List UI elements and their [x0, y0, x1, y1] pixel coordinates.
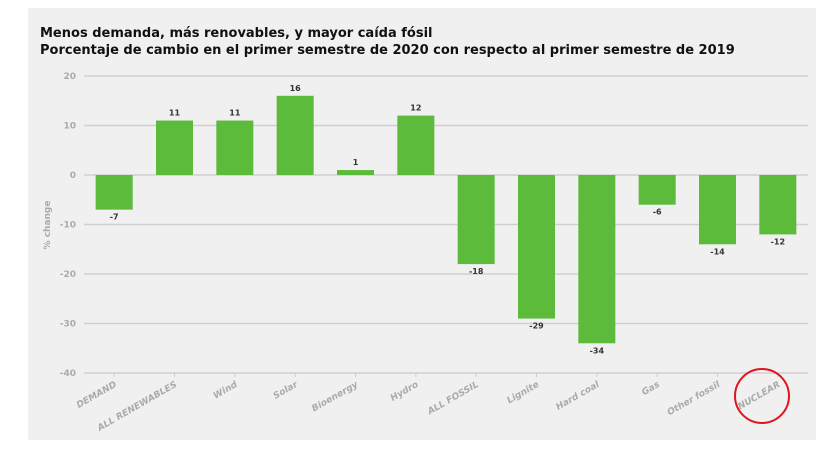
y-tick-label: 20	[63, 72, 76, 82]
bar	[457, 175, 495, 265]
y-tick-label: -40	[60, 369, 76, 379]
data-label: 11	[169, 109, 181, 118]
data-label: 16	[290, 84, 302, 93]
y-tick-label: -30	[60, 320, 76, 330]
data-label: -12	[771, 237, 785, 246]
data-label: 1	[353, 158, 359, 167]
y-tick-label: -10	[60, 221, 76, 231]
chart-title: Menos demanda, más renovables, y mayor c…	[40, 26, 433, 41]
bar	[518, 175, 555, 319]
chart-subtitle: Porcentaje de cambio en el primer semest…	[40, 43, 735, 58]
bar	[337, 170, 374, 175]
bar	[578, 175, 616, 344]
data-label: -6	[653, 208, 662, 217]
y-axis-label: % change	[43, 201, 53, 250]
y-tick-label: -20	[60, 270, 76, 280]
bar	[397, 115, 435, 175]
y-tick-label: 10	[63, 122, 76, 132]
data-label: 11	[229, 109, 241, 118]
data-label: -34	[590, 346, 605, 355]
data-label: -29	[529, 322, 544, 331]
data-label: -7	[110, 213, 119, 222]
bar	[156, 120, 193, 175]
y-tick-label: 0	[70, 171, 76, 181]
data-label: -18	[469, 267, 484, 276]
data-label: -14	[710, 247, 725, 256]
nuclear-highlight-circle	[734, 368, 790, 424]
bar	[95, 175, 133, 210]
bar	[276, 95, 314, 175]
bar	[638, 175, 676, 205]
bar	[216, 120, 254, 175]
bar	[699, 175, 736, 245]
data-label: 12	[410, 104, 421, 113]
bar	[759, 175, 797, 235]
